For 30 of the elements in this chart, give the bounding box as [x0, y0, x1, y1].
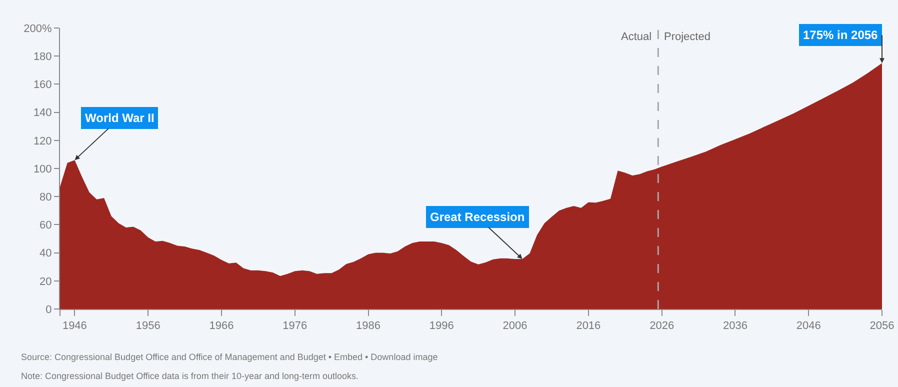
- y-tick-label: 140: [33, 107, 52, 120]
- y-tick-label: 180: [33, 50, 52, 63]
- x-tick-label: 1966: [209, 320, 234, 332]
- text: Note: Congressional Budget Office data is from their 10-year and long-term outlooks.: [21, 371, 359, 381]
- y-tick-label: 0: [46, 304, 52, 316]
- y-tick-label: 80: [40, 191, 52, 204]
- annotation: Projected: [664, 31, 710, 43]
- y-tick-label: 120: [33, 135, 52, 148]
- x-tick-label: 2006: [502, 320, 528, 332]
- x-tick-label: 1976: [282, 320, 308, 332]
- annotation: 175% in 2056: [803, 28, 878, 42]
- x-tick-label: 2056: [870, 320, 894, 332]
- y-tick-label: 200%: [24, 22, 52, 35]
- annotation: World War II: [85, 111, 154, 125]
- y-tick-label: 40: [40, 248, 52, 260]
- x-tick-label: 2046: [796, 320, 821, 332]
- annotation: Actual: [621, 31, 652, 43]
- x-tick-label: 2036: [722, 320, 748, 332]
- x-tick-label: 2026: [650, 320, 674, 332]
- x-tick-label: 1956: [136, 320, 160, 332]
- y-tick-label: 20: [40, 276, 52, 288]
- y-tick-label: 160: [33, 79, 52, 92]
- annotation: Great Recession: [430, 210, 525, 224]
- y-tick-label: 100: [33, 163, 52, 176]
- source-note: Source: Congressional Budget Office and Office of Management and Budget • Embed • Download image: [21, 352, 438, 362]
- x-tick-label: 1996: [429, 320, 454, 332]
- x-tick-label: 1946: [62, 320, 87, 332]
- x-tick-label: 2016: [576, 320, 601, 332]
- y-tick-label: 60: [40, 220, 52, 232]
- x-tick-label: 1986: [356, 320, 380, 332]
